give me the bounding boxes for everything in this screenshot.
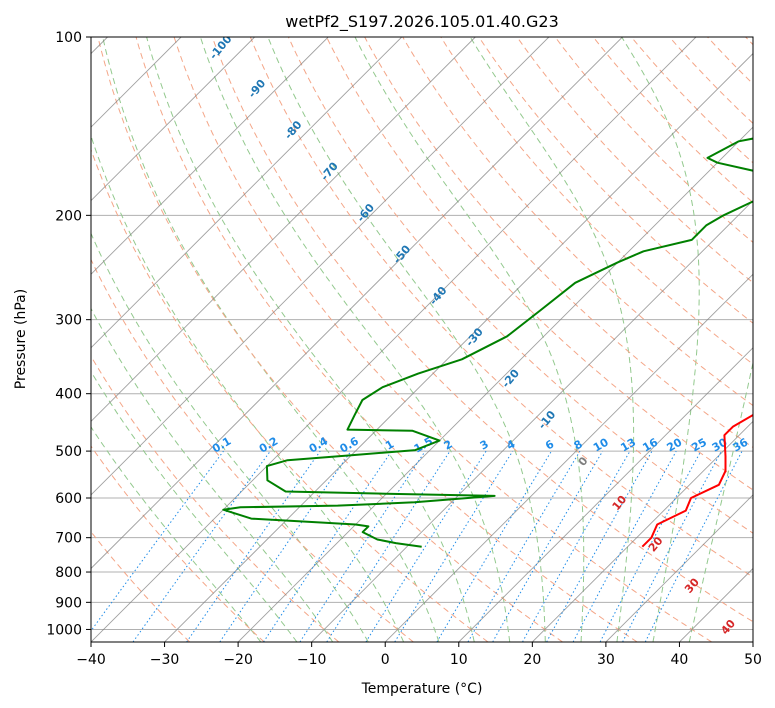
dry-adiabat-line	[287, 37, 753, 534]
dry-adiabat-line	[97, 37, 563, 642]
x-axis-ticks: −40 −30 −20 −10 0 10 20 30 40 50	[76, 642, 762, 668]
mixing-ratio-line	[546, 450, 653, 642]
dry-adiabat-line	[592, 37, 753, 204]
dry-adiabat-line	[554, 37, 753, 244]
y-tick-label: 900	[55, 595, 82, 611]
dry-adiabat-line	[364, 37, 753, 449]
moist-adiabat-line	[91, 370, 298, 642]
x-tick-label: 0	[381, 652, 390, 668]
x-tick-label: 50	[744, 652, 762, 668]
isotherm-line	[605, 494, 753, 642]
y-tick-label: 500	[55, 444, 82, 460]
profile-line-2	[222, 137, 753, 548]
moist-adiabat-line	[91, 232, 369, 642]
dry-adiabat-line	[173, 37, 713, 642]
y-tick-label: 800	[55, 565, 82, 581]
profile-series	[222, 137, 753, 548]
isotherm-line	[91, 37, 329, 275]
x-axis-label: Temperature (°C)	[361, 681, 483, 697]
isotherm-line	[384, 273, 753, 642]
dry-adiabats	[91, 37, 753, 642]
y-tick-label: 600	[55, 491, 82, 507]
mixing-ratio-line	[572, 450, 677, 642]
isotherm-line	[91, 37, 476, 422]
isotherm-line	[164, 52, 753, 642]
dry-adiabat-line	[135, 37, 638, 642]
isotherm-line	[91, 37, 403, 349]
isotherm-line	[237, 126, 753, 642]
mixing-ratio-line	[132, 450, 271, 642]
y-tick-label: 400	[55, 387, 82, 403]
isotherm-line	[91, 37, 623, 570]
isotherm-line	[311, 200, 753, 642]
mixing-ratio-line	[326, 450, 451, 642]
dry-adiabat-line	[249, 37, 753, 578]
x-tick-label: −30	[150, 652, 180, 668]
y-axis-label: Pressure (hPa)	[13, 289, 29, 389]
profile-line-1	[641, 413, 753, 548]
x-tick-label: 40	[671, 652, 689, 668]
isotherm-line	[91, 37, 697, 642]
mixing-ratio-line	[219, 450, 352, 642]
moist-adiabat-line	[91, 307, 334, 642]
moist-adiabat-line	[267, 37, 546, 642]
x-tick-label: 10	[450, 652, 468, 668]
mixing-ratio-line	[263, 450, 392, 642]
dry-adiabat-line	[211, 37, 753, 623]
dry-adiabat-line	[402, 37, 753, 407]
x-tick-label: −40	[76, 652, 106, 668]
moist-adiabat-line	[199, 37, 511, 642]
plot-frame	[90, 36, 754, 643]
y-axis-ticks: 100 200 300 400 500 600 700 800 900 1000	[46, 30, 91, 638]
moist-adiabat-line	[688, 360, 753, 642]
moist-adiabat-line	[354, 37, 585, 642]
chart-title: wetPf2_S197.2026.105.01.40.G23	[285, 12, 559, 32]
mixing-ratio-line	[91, 450, 224, 632]
mixing-ratio-line	[186, 450, 321, 642]
y-tick-label: 700	[55, 531, 82, 547]
isotherm-line	[458, 347, 753, 642]
moist-adiabat-line	[102, 37, 440, 642]
moist-adiabat-line	[91, 426, 262, 642]
y-tick-label: 200	[55, 208, 82, 224]
isotherm-line	[91, 37, 550, 496]
isotherm-line	[91, 37, 255, 202]
y-tick-label: 100	[55, 30, 82, 46]
dry-adiabat-line	[91, 148, 489, 642]
moist-adiabat-line	[146, 37, 475, 642]
dry-adiabat-line	[478, 37, 753, 324]
dry-adiabat-line	[91, 258, 414, 642]
y-tick-label: 300	[55, 313, 82, 329]
moist-adiabat-line	[91, 134, 405, 642]
isotherms	[91, 37, 753, 642]
mixing-ratio-line	[394, 450, 514, 642]
x-tick-label: 20	[523, 652, 541, 668]
plot-background	[91, 37, 753, 642]
x-tick-label: −20	[223, 652, 253, 668]
moist-adiabat-line	[621, 37, 700, 642]
x-tick-label: −10	[297, 652, 327, 668]
isotherm-line	[532, 420, 753, 642]
y-tick-label: 1000	[46, 622, 82, 638]
dry-adiabat-line	[91, 445, 265, 642]
mixing-ratio-line	[644, 450, 743, 642]
mixing-ratio-line	[522, 450, 631, 642]
dry-adiabat-line	[440, 37, 753, 365]
x-tick-label: 30	[597, 652, 615, 668]
mixing-ratio-lines	[91, 450, 743, 642]
plot-area: 0.1 0.2 0.4 0.6 1 1.5 2 3 4 6 8 10 13 16 20 25 30 36-100-…	[91, 37, 753, 642]
